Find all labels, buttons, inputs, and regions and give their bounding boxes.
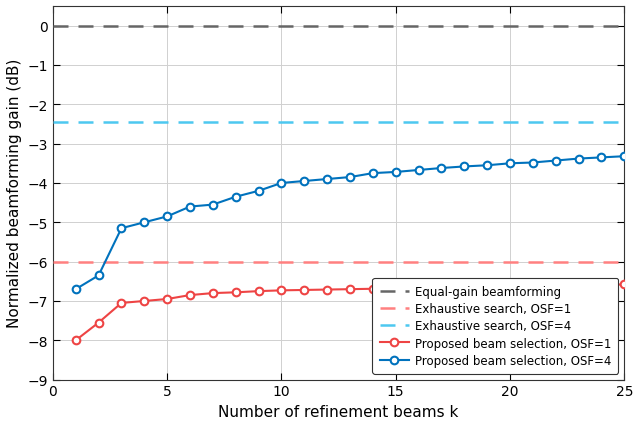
Proposed beam selection, OSF=1 xyxy=(392,286,399,291)
Proposed beam selection, OSF=4 xyxy=(300,179,308,184)
Proposed beam selection, OSF=1 xyxy=(72,338,79,343)
Proposed beam selection, OSF=4 xyxy=(209,202,217,207)
Proposed beam selection, OSF=4 xyxy=(278,181,285,186)
Proposed beam selection, OSF=4 xyxy=(255,189,262,194)
Proposed beam selection, OSF=4 xyxy=(392,170,399,175)
X-axis label: Number of refinement beams k: Number of refinement beams k xyxy=(218,404,459,419)
Proposed beam selection, OSF=1 xyxy=(140,299,148,304)
Proposed beam selection, OSF=1 xyxy=(575,283,582,288)
Proposed beam selection, OSF=4 xyxy=(118,226,125,231)
Proposed beam selection, OSF=4 xyxy=(438,166,445,171)
Proposed beam selection, OSF=1 xyxy=(186,293,194,298)
Proposed beam selection, OSF=4 xyxy=(506,161,514,167)
Proposed beam selection, OSF=1 xyxy=(598,282,605,288)
Exhaustive search, OSF=1 xyxy=(72,260,79,265)
Proposed beam selection, OSF=1 xyxy=(529,284,537,289)
Y-axis label: Normalized beamforming gain (dB): Normalized beamforming gain (dB) xyxy=(7,59,22,328)
Proposed beam selection, OSF=1 xyxy=(95,320,102,325)
Proposed beam selection, OSF=1 xyxy=(369,287,377,292)
Proposed beam selection, OSF=4 xyxy=(163,214,171,219)
Proposed beam selection, OSF=4 xyxy=(186,204,194,210)
Proposed beam selection, OSF=1 xyxy=(278,288,285,293)
Proposed beam selection, OSF=4 xyxy=(346,175,354,180)
Proposed beam selection, OSF=4 xyxy=(323,177,331,182)
Legend: Equal-gain beamforming, Exhaustive search, OSF=1, Exhaustive search, OSF=4, Prop: Equal-gain beamforming, Exhaustive searc… xyxy=(372,278,618,374)
Proposed beam selection, OSF=4 xyxy=(415,168,422,173)
Proposed beam selection, OSF=4 xyxy=(575,157,582,162)
Proposed beam selection, OSF=1 xyxy=(506,284,514,289)
Equal-gain beamforming xyxy=(49,24,57,29)
Proposed beam selection, OSF=4 xyxy=(483,163,491,168)
Equal-gain beamforming xyxy=(72,24,79,29)
Proposed beam selection, OSF=1 xyxy=(255,289,262,294)
Proposed beam selection, OSF=1 xyxy=(209,291,217,296)
Proposed beam selection, OSF=4 xyxy=(72,287,79,292)
Proposed beam selection, OSF=4 xyxy=(369,171,377,176)
Proposed beam selection, OSF=1 xyxy=(300,288,308,293)
Exhaustive search, OSF=4 xyxy=(49,120,57,125)
Proposed beam selection, OSF=1 xyxy=(552,283,559,288)
Proposed beam selection, OSF=1 xyxy=(483,285,491,290)
Proposed beam selection, OSF=4 xyxy=(620,154,628,159)
Exhaustive search, OSF=4 xyxy=(72,120,79,125)
Proposed beam selection, OSF=1 xyxy=(460,285,468,290)
Proposed beam selection, OSF=1 xyxy=(163,297,171,302)
Proposed beam selection, OSF=4 xyxy=(140,220,148,225)
Proposed beam selection, OSF=1 xyxy=(438,285,445,291)
Proposed beam selection, OSF=1 xyxy=(620,282,628,287)
Line: Proposed beam selection, OSF=4: Proposed beam selection, OSF=4 xyxy=(72,153,628,293)
Proposed beam selection, OSF=4 xyxy=(95,273,102,278)
Line: Proposed beam selection, OSF=1: Proposed beam selection, OSF=1 xyxy=(72,281,628,344)
Proposed beam selection, OSF=4 xyxy=(529,161,537,166)
Proposed beam selection, OSF=1 xyxy=(346,287,354,292)
Proposed beam selection, OSF=4 xyxy=(460,164,468,170)
Proposed beam selection, OSF=4 xyxy=(232,195,239,200)
Proposed beam selection, OSF=4 xyxy=(598,155,605,161)
Proposed beam selection, OSF=1 xyxy=(415,286,422,291)
Proposed beam selection, OSF=1 xyxy=(118,301,125,306)
Proposed beam selection, OSF=1 xyxy=(323,287,331,292)
Proposed beam selection, OSF=4 xyxy=(552,158,559,164)
Proposed beam selection, OSF=1 xyxy=(232,290,239,295)
Exhaustive search, OSF=1 xyxy=(49,260,57,265)
